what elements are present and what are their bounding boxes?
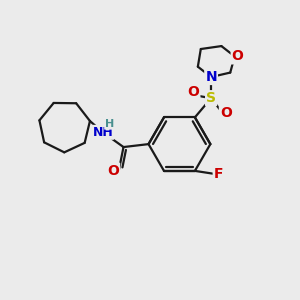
- Text: F: F: [214, 167, 223, 181]
- Text: O: O: [232, 50, 244, 63]
- Text: H: H: [105, 119, 114, 129]
- Text: O: O: [188, 85, 200, 99]
- Text: S: S: [206, 91, 216, 105]
- Text: O: O: [107, 164, 119, 178]
- Text: NH: NH: [92, 126, 113, 139]
- Text: O: O: [220, 106, 232, 120]
- Text: N: N: [205, 70, 217, 84]
